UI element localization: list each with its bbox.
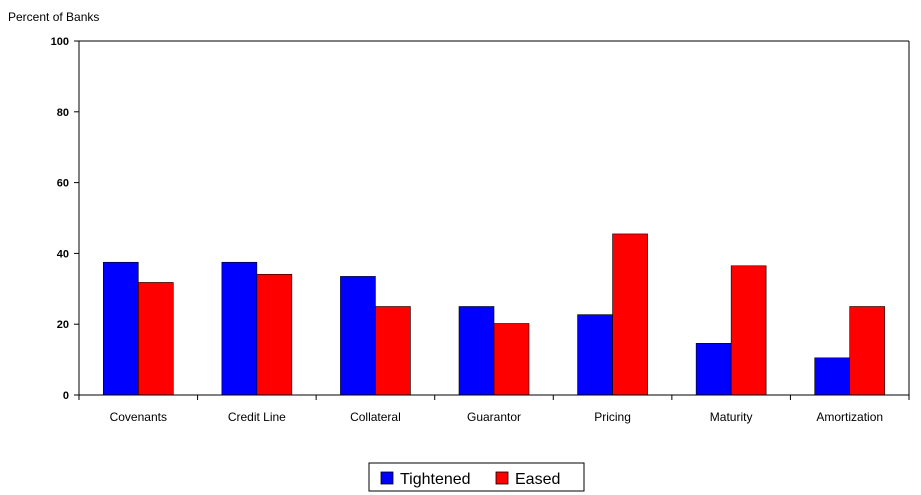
y-tick-label: 0 — [63, 390, 69, 402]
x-tick-label: Guarantor — [467, 410, 521, 424]
x-tick-label: Pricing — [594, 410, 631, 424]
y-tick-label: 40 — [57, 248, 69, 260]
bar-eased-collateral — [375, 306, 411, 396]
x-tick-label: Credit Line — [228, 410, 286, 424]
x-tick-label: Collateral — [350, 410, 401, 424]
bar-tightened-guarantor — [458, 306, 495, 396]
y-tick-label: 60 — [57, 178, 69, 190]
bar-eased-pricing — [612, 233, 648, 396]
bars-group — [102, 233, 886, 396]
legend-swatch-eased — [495, 471, 509, 485]
legend-swatch-tightened — [380, 471, 394, 485]
x-tick-label: Covenants — [110, 410, 167, 424]
legend-box — [368, 462, 585, 492]
bar-eased-credit-line — [256, 273, 293, 396]
x-tick-label: Amortization — [816, 410, 883, 424]
bar-tightened-covenants — [102, 261, 139, 396]
y-tick-label: 80 — [57, 107, 69, 119]
bar-eased-guarantor — [493, 323, 530, 396]
axes-group — [78, 40, 910, 396]
x-tick-label: Maturity — [710, 410, 753, 424]
bar-tightened-collateral — [340, 276, 376, 396]
bar-tightened-maturity — [695, 343, 732, 396]
bar-eased-maturity — [730, 265, 767, 396]
bar-tightened-pricing — [577, 314, 613, 396]
bar-tightened-credit-line — [221, 261, 258, 396]
legend: Tightened Eased — [368, 462, 585, 492]
bar-eased-covenants — [137, 282, 174, 396]
legend-label-tightened: Tightened — [400, 471, 471, 488]
y-axis-label: Percent of Banks — [8, 10, 99, 24]
bar-eased-amortization — [849, 306, 886, 396]
legend-label-eased: Eased — [515, 471, 560, 488]
y-tick-label: 100 — [51, 36, 69, 48]
ticks-group: 0 20 40 60 80 100 Covenants Credit Line Collater… — [51, 36, 910, 424]
y-tick-label: 20 — [57, 319, 69, 331]
bar-tightened-amortization — [814, 357, 851, 396]
